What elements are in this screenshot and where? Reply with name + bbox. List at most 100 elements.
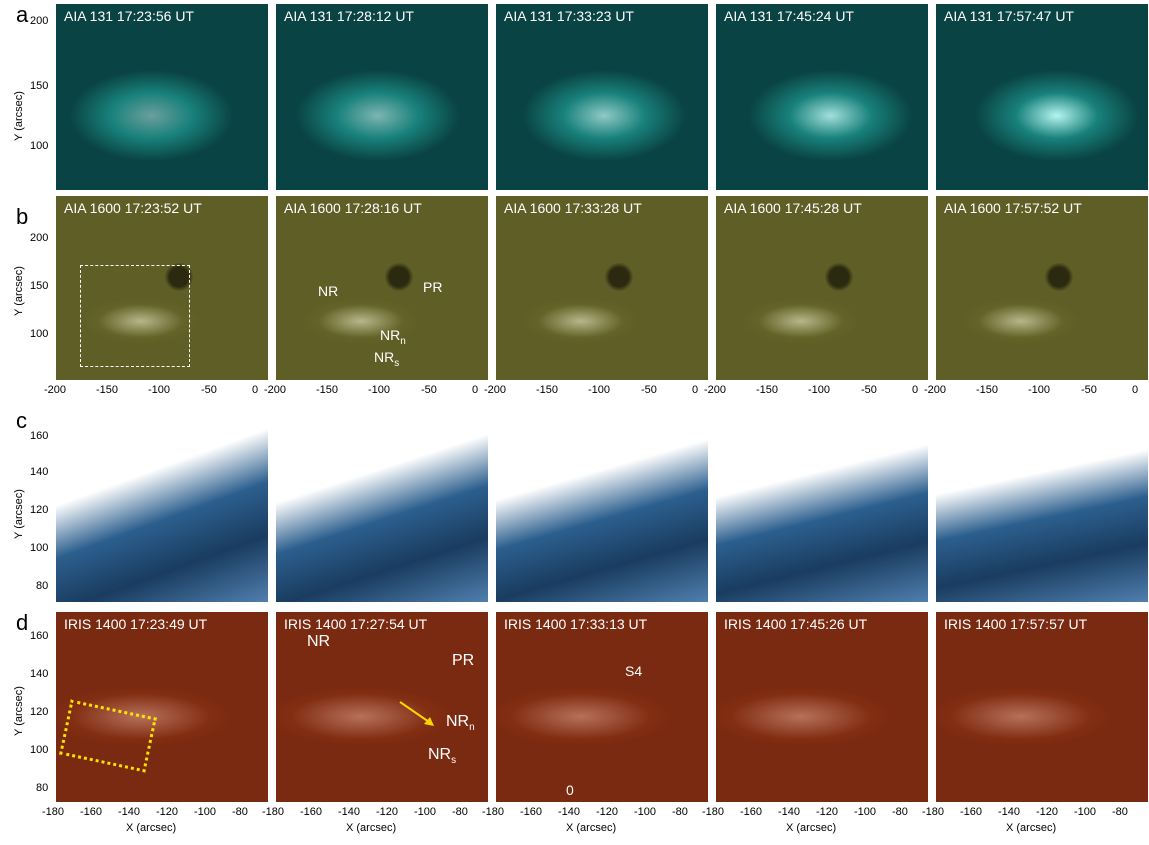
y-tick-label: 140 bbox=[30, 466, 49, 478]
x-tick-label: -140 bbox=[338, 806, 361, 818]
y-tick-label: 80 bbox=[36, 580, 49, 592]
x-tick-label: -100 bbox=[414, 806, 437, 818]
x-tick-label: -100 bbox=[808, 384, 831, 396]
y-tick-label: 100 bbox=[30, 542, 49, 554]
row-letter-d: d bbox=[16, 610, 29, 635]
x-axis-label: X (arcsec) bbox=[786, 822, 837, 834]
x-tick-label: -50 bbox=[201, 384, 217, 396]
y-tick-label: 200 bbox=[30, 232, 49, 244]
x-tick-label: -180 bbox=[42, 806, 65, 818]
label-nrn: NRn bbox=[380, 327, 406, 347]
image-panel-c3: AIA 335 17:33:14/16:20 UT bbox=[496, 412, 708, 602]
y-tick-label: 200 bbox=[30, 15, 49, 27]
x-tick-label: -150 bbox=[756, 384, 779, 396]
panel-title: AIA 131 17:57:47 UT bbox=[944, 8, 1074, 24]
image-panel-c1: AIA 335 17:23:50/16:20 UT bbox=[56, 412, 268, 602]
label-nr: NR bbox=[318, 283, 339, 299]
x-tick-label: -200 bbox=[264, 384, 287, 396]
x-axis-label: X (arcsec) bbox=[126, 822, 177, 834]
panel-title: AIA 335 17:28:02/16:20 UT bbox=[284, 416, 453, 432]
y-tick-label: 120 bbox=[30, 706, 49, 718]
x-tick-label: -200 bbox=[44, 384, 67, 396]
x-tick-label: -150 bbox=[96, 384, 119, 396]
x-tick-label: -100 bbox=[588, 384, 611, 396]
x-tick-label: -100 bbox=[368, 384, 391, 396]
x-tick-label: -120 bbox=[376, 806, 399, 818]
image-panel-b4: AIA 1600 17:45:28 UT bbox=[716, 196, 928, 380]
image-panel-a1: AIA 131 17:23:56 UT bbox=[56, 4, 268, 190]
y-tick-label: 160 bbox=[30, 430, 49, 442]
x-tick-label: -150 bbox=[976, 384, 999, 396]
x-tick-label: -80 bbox=[232, 806, 248, 818]
label-pr: PR bbox=[452, 652, 475, 669]
dashed-box-region bbox=[80, 265, 190, 367]
image-panel-a5: AIA 131 17:57:47 UT bbox=[936, 4, 1148, 190]
y-tick-label: 100 bbox=[30, 744, 49, 756]
image-panel-b2: AIA 1600 17:28:16 UT bbox=[276, 196, 488, 380]
y-tick-label: 150 bbox=[30, 80, 49, 92]
label-nrs-sub: s bbox=[394, 357, 400, 369]
image-panel-c5: AIA 335 17:57:50/16:20 UT bbox=[936, 412, 1148, 602]
y-axis-label: Y (arcsec) bbox=[12, 266, 25, 316]
x-tick-label: -50 bbox=[641, 384, 657, 396]
panel-title: AIA 335 17:33:14/16:20 UT bbox=[504, 416, 673, 432]
y-tick-label: 80 bbox=[36, 782, 49, 794]
y-tick-label: 160 bbox=[30, 630, 49, 642]
panel-title: AIA 131 17:45:24 UT bbox=[724, 8, 854, 24]
y-axis-label: Y (arcsec) bbox=[12, 489, 25, 539]
x-tick-label: -160 bbox=[80, 806, 103, 818]
y-tick-label: 100 bbox=[30, 140, 49, 152]
panel-title: AIA 131 17:28:12 UT bbox=[284, 8, 414, 24]
panel-title: AIA 131 17:33:23 UT bbox=[504, 8, 634, 24]
x-tick-label: -80 bbox=[892, 806, 908, 818]
x-axis-label: X (arcsec) bbox=[566, 822, 617, 834]
panel-title: AIA 1600 17:28:16 UT bbox=[284, 200, 422, 216]
y-tick-label: 140 bbox=[30, 668, 49, 680]
image-panel-b3: AIA 1600 17:33:28 UT bbox=[496, 196, 708, 380]
image-panel-d1: IRIS 1400 17:23:49 UT bbox=[56, 612, 268, 802]
x-tick-label: -150 bbox=[536, 384, 559, 396]
row-letter-c: c bbox=[16, 408, 27, 433]
image-panel-a4: AIA 131 17:45:24 UT bbox=[716, 4, 928, 190]
y-tick-label: 100 bbox=[30, 328, 49, 340]
image-panel-d3: IRIS 1400 17:33:13 UT bbox=[496, 612, 708, 802]
x-tick-label: 0 bbox=[252, 384, 259, 396]
label-nrs-sub: s bbox=[451, 755, 457, 767]
label-nrn-text: NR bbox=[446, 713, 470, 730]
x-tick-label: -160 bbox=[520, 806, 543, 818]
image-panel-a2: AIA 131 17:28:12 UT bbox=[276, 4, 488, 190]
x-tick-label: 0 bbox=[692, 384, 699, 396]
image-panel-a3: AIA 131 17:33:23 UT bbox=[496, 4, 708, 190]
x-tick-label: 0 bbox=[1132, 384, 1139, 396]
x-tick-label: -140 bbox=[778, 806, 801, 818]
x-tick-label: -80 bbox=[1112, 806, 1128, 818]
panel-title: AIA 335 17:57:50/16:20 UT bbox=[944, 416, 1113, 432]
x-tick-label: -150 bbox=[316, 384, 339, 396]
label-nrn: NRn bbox=[446, 713, 475, 733]
label-nrs: NRs bbox=[374, 349, 399, 369]
x-tick-label: -50 bbox=[861, 384, 877, 396]
x-tick-label: -80 bbox=[452, 806, 468, 818]
panel-title: AIA 1600 17:23:52 UT bbox=[64, 200, 202, 216]
label-nrn-text: NR bbox=[380, 327, 401, 343]
x-tick-label: -100 bbox=[194, 806, 217, 818]
y-tick-label: 150 bbox=[30, 280, 49, 292]
label-nr: NR bbox=[307, 633, 331, 650]
x-tick-label: -180 bbox=[482, 806, 505, 818]
row-letter-b: b bbox=[16, 204, 29, 229]
panel-title: AIA 1600 17:33:28 UT bbox=[504, 200, 642, 216]
panel-title: AIA 1600 17:45:28 UT bbox=[724, 200, 862, 216]
x-tick-label: -180 bbox=[702, 806, 725, 818]
panel-title: IRIS 1400 17:45:26 UT bbox=[724, 616, 868, 632]
x-tick-label: -100 bbox=[854, 806, 877, 818]
panel-title: AIA 335 17:45:14/16:20 UT bbox=[724, 416, 893, 432]
panel-title: AIA 335 17:23:50/16:20 UT bbox=[64, 416, 233, 432]
x-tick-label: -200 bbox=[924, 384, 947, 396]
x-tick-label: 0 bbox=[472, 384, 479, 396]
x-tick-label: -140 bbox=[558, 806, 581, 818]
arrow-icon bbox=[398, 700, 438, 730]
x-tick-label: -50 bbox=[1081, 384, 1097, 396]
x-tick-label: -120 bbox=[596, 806, 619, 818]
x-tick-label: -100 bbox=[1028, 384, 1051, 396]
x-axis-label: X (arcsec) bbox=[1006, 822, 1057, 834]
